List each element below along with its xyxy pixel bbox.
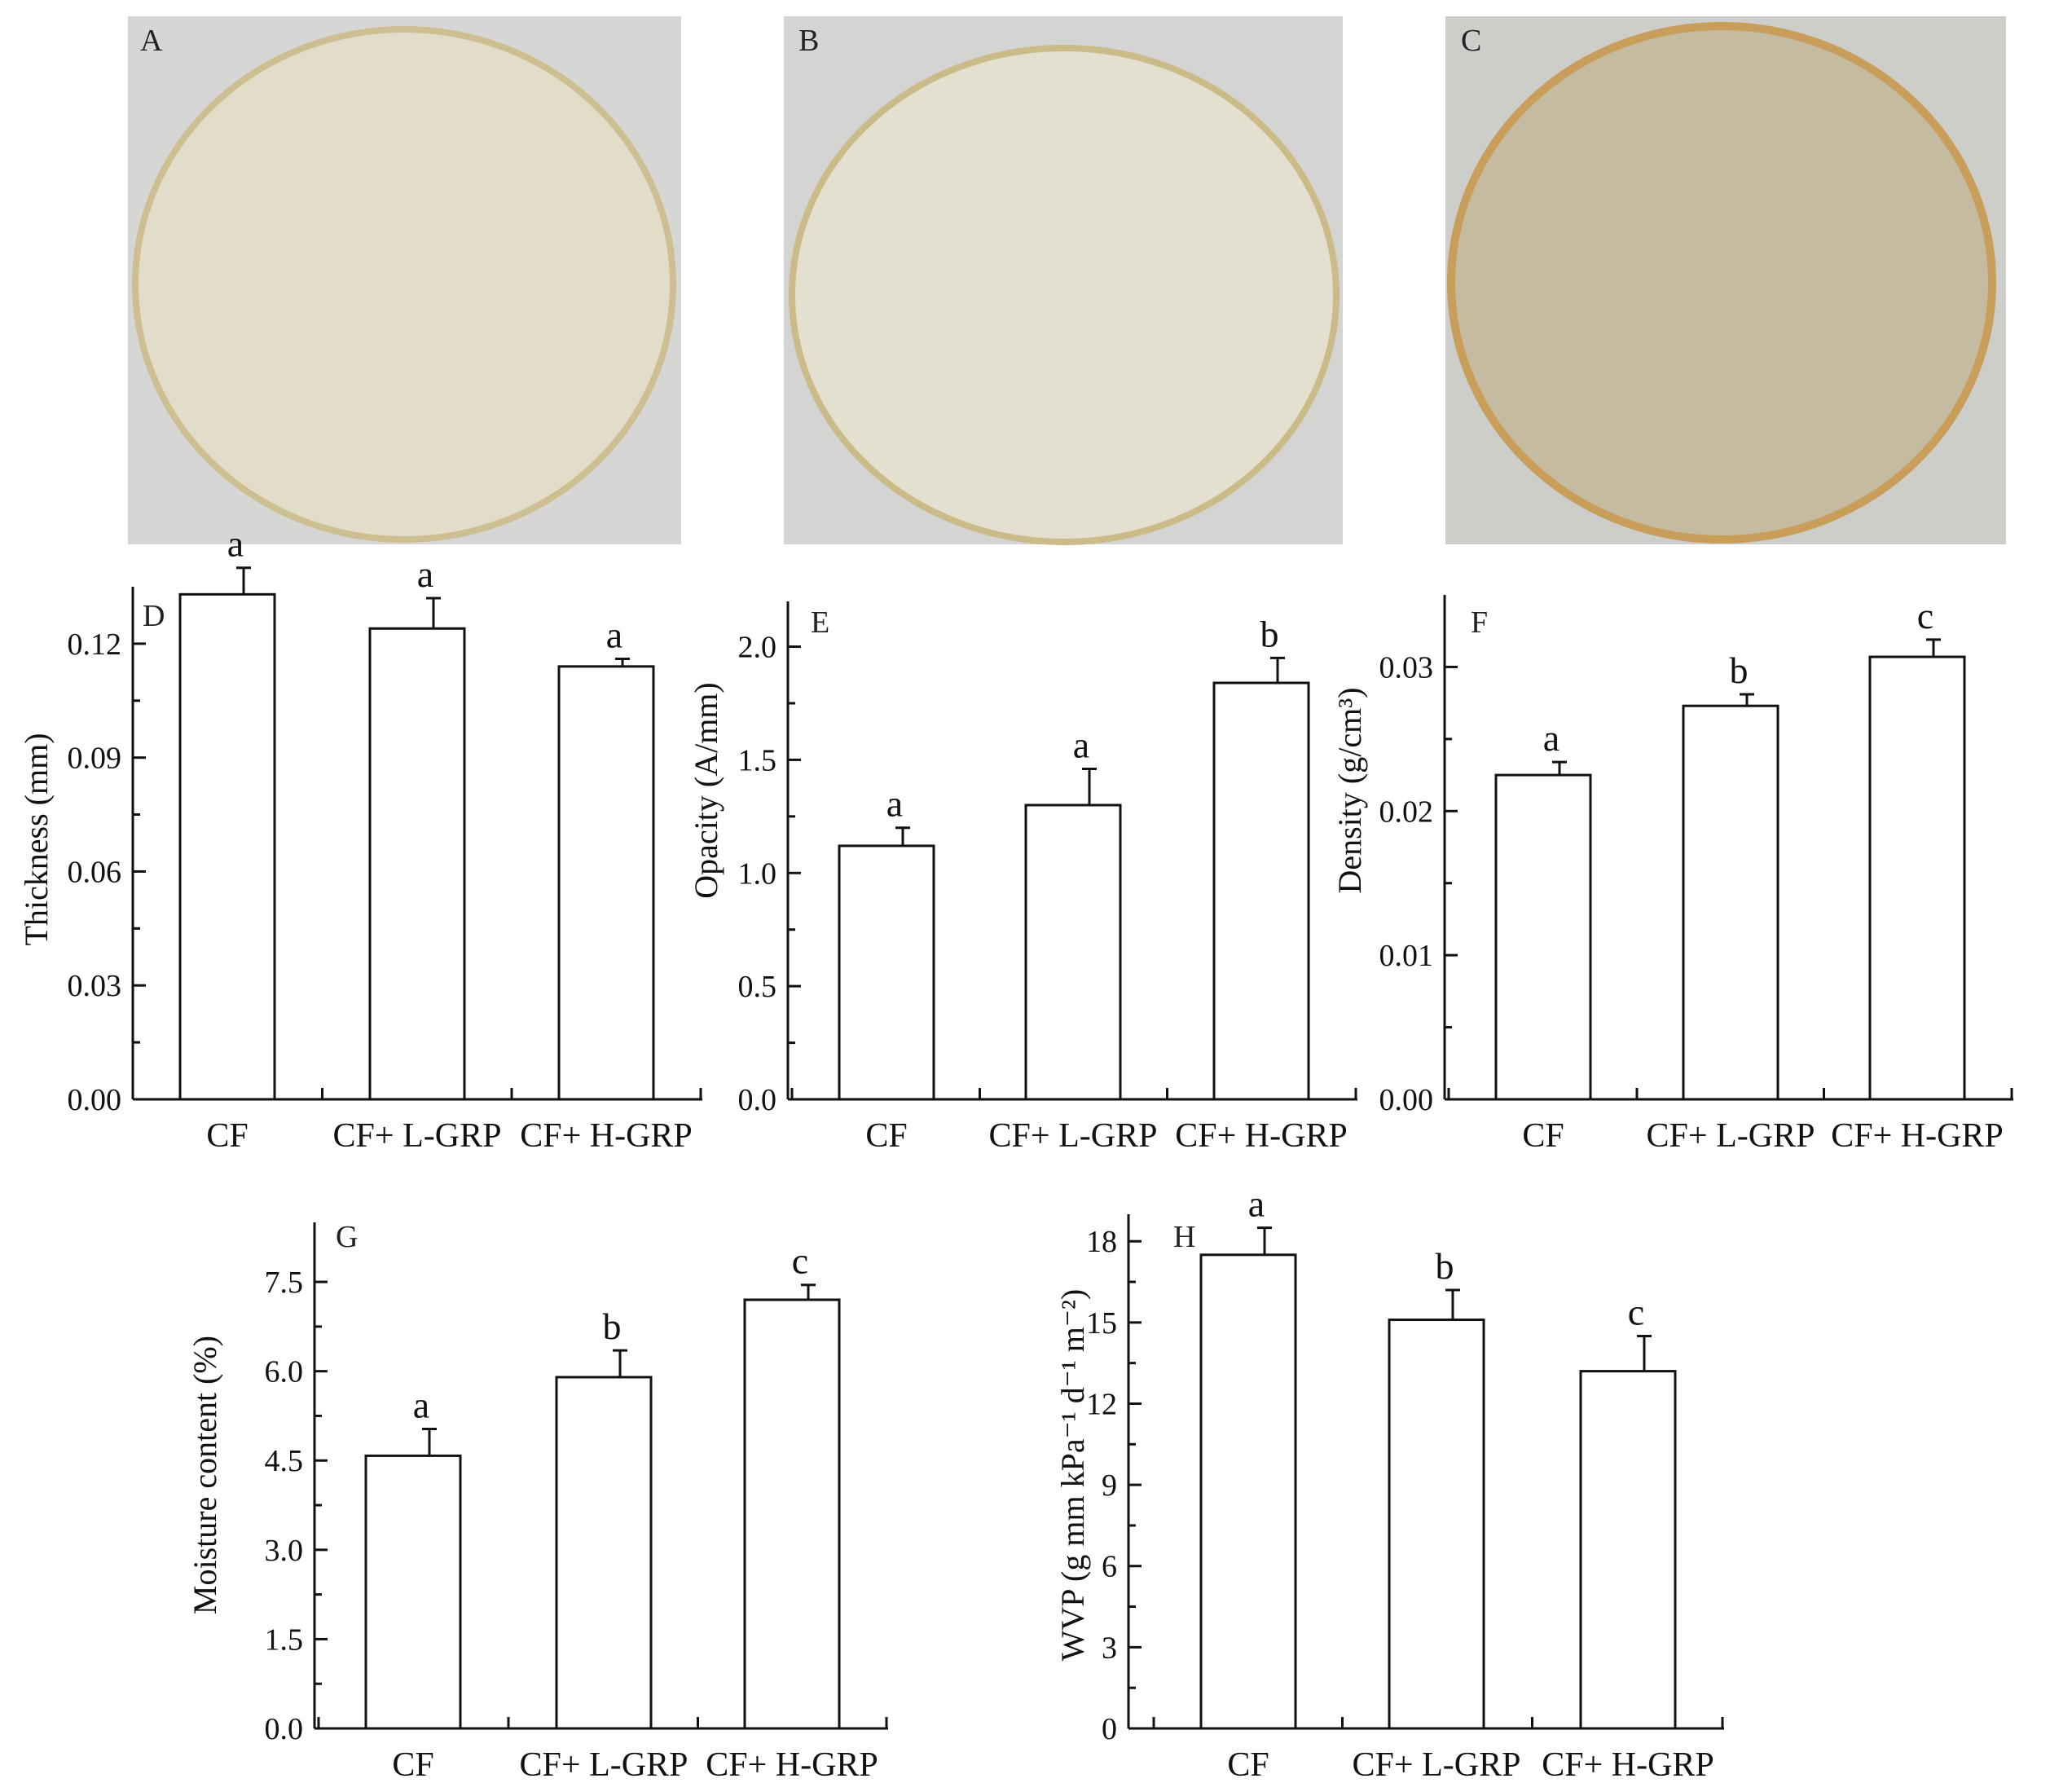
y-tick-label: 0.0 <box>265 1712 304 1746</box>
category-label: CF <box>206 1117 248 1155</box>
photo-panel-b: B <box>784 16 1343 545</box>
y-tick-label: 18 <box>1086 1225 1117 1259</box>
y-tick-label: 0.5 <box>738 970 777 1004</box>
y-axis-title: Density (g/cm³) <box>1331 687 1368 893</box>
category-label: CF+ L-GRP <box>520 1746 688 1784</box>
bar <box>1868 655 1966 1101</box>
y-tick-label: 0 <box>1102 1712 1117 1746</box>
category-label: CF <box>1522 1117 1564 1155</box>
y-tick-label: 0.00 <box>68 1083 122 1117</box>
y-tick-label: 3.0 <box>265 1534 304 1568</box>
y-tick-label: 6.0 <box>265 1355 304 1389</box>
y-tick-label: 0.09 <box>68 742 122 776</box>
significance-letter: a <box>606 614 622 656</box>
y-tick-label: 9 <box>1102 1468 1117 1503</box>
significance-letter: a <box>1543 717 1559 759</box>
significance-letter: b <box>1436 1245 1454 1287</box>
panel-letter: G <box>336 1220 358 1254</box>
bar <box>557 665 655 1101</box>
category-label: CF+ H-GRP <box>1542 1746 1714 1784</box>
significance-letter: a <box>1248 1183 1265 1225</box>
bar <box>1494 773 1592 1101</box>
photo-c-label: C <box>1461 24 1481 58</box>
y-tick-label: 0.03 <box>1379 650 1434 685</box>
panel-letter: D <box>143 599 165 633</box>
significance-letter: b <box>1260 613 1279 654</box>
y-axis-title: Opacity (A/mm) <box>688 682 724 899</box>
y-tick-label: 3 <box>1102 1631 1117 1665</box>
y-tick-label: 1.5 <box>265 1622 304 1657</box>
category-label: CF+ L-GRP <box>1647 1117 1815 1155</box>
y-tick-label: 0.03 <box>68 969 122 1003</box>
category-label: CF <box>865 1117 907 1155</box>
bar <box>1024 804 1122 1101</box>
bar <box>368 627 466 1101</box>
chart-panel-h: H 0 3 6 9 12 15 18 a CF b CF+ L-GRP c CF+ H-GRP WVP (g… <box>1054 1183 1724 1784</box>
bar <box>1682 704 1779 1101</box>
photo-b-label: B <box>798 24 819 58</box>
y-tick-label: 7.5 <box>265 1266 304 1300</box>
y-axis-title: Moisture content (%) <box>187 1336 223 1614</box>
bar <box>1388 1319 1485 1730</box>
y-axis-title: WVP (g mm kPa⁻¹ d⁻¹ m⁻²) <box>1054 1289 1091 1662</box>
bar <box>743 1298 841 1730</box>
y-tick-label: 0.01 <box>1379 939 1434 973</box>
category-label: CF+ L-GRP <box>333 1117 502 1155</box>
y-tick-label: 0.06 <box>68 855 122 889</box>
category-label: CF+ H-GRP <box>520 1117 693 1155</box>
y-tick-label: 0.0 <box>738 1083 777 1117</box>
significance-letter: a <box>886 783 903 825</box>
chart-panel-f: F 0.00 0.01 0.02 0.03 a CF b CF+ L-GRP c CF+ H-GRP… <box>1331 595 2013 1155</box>
category-label: CF+ L-GRP <box>1353 1746 1521 1784</box>
category-label: CF+ H-GRP <box>706 1746 878 1784</box>
y-tick-label: 1.0 <box>738 856 777 891</box>
significance-letter: b <box>603 1305 622 1347</box>
category-label: CF <box>1227 1746 1269 1784</box>
panel-letter: E <box>811 605 829 640</box>
photo-a-label: A <box>140 24 163 58</box>
significance-letter: c <box>1917 595 1933 636</box>
category-label: CF+ H-GRP <box>1175 1117 1348 1155</box>
panel-letter: H <box>1173 1220 1195 1254</box>
significance-letter: c <box>792 1240 808 1282</box>
y-tick-label: 0.00 <box>1379 1083 1434 1117</box>
bar <box>364 1454 462 1730</box>
y-tick-label: 6 <box>1102 1550 1117 1584</box>
bar <box>1212 681 1310 1101</box>
y-tick-label: 0.02 <box>1379 795 1434 829</box>
bar <box>1199 1253 1297 1730</box>
y-tick-label: 15 <box>1086 1306 1117 1341</box>
y-tick-label: 1.5 <box>738 743 777 777</box>
y-axis-title: Thickness (mm) <box>18 733 55 945</box>
category-label: CF <box>392 1746 433 1784</box>
significance-letter: b <box>1730 649 1749 691</box>
chart-panel-e: E 0.0 0.5 1.0 1.5 2.0 a CF a CF+ L-GRP b CF+ H-GRP O… <box>688 601 1357 1155</box>
film-disc-c <box>1447 22 1996 544</box>
chart-panel-d: D 0.00 0.03 0.06 0.09 0.12 a CF a CF+ L-GRP a CF+ H… <box>18 523 702 1155</box>
significance-letter: a <box>227 523 244 565</box>
category-label: CF+ H-GRP <box>1831 1117 2004 1155</box>
category-label: CF+ L-GRP <box>989 1117 1158 1155</box>
bar <box>555 1376 653 1730</box>
photo-panel-a: A <box>128 16 681 544</box>
chart-panel-g: G 0.0 1.5 3.0 4.5 6.0 7.5 a CF b CF+ L-GRP c CF+ H-G… <box>187 1220 888 1784</box>
photo-panel-c: C <box>1445 16 2006 544</box>
y-tick-label: 4.5 <box>265 1444 304 1478</box>
bar <box>1579 1370 1677 1730</box>
significance-letter: c <box>1628 1291 1644 1332</box>
bar <box>178 592 276 1101</box>
y-tick-label: 0.12 <box>68 627 122 662</box>
y-tick-label: 12 <box>1086 1387 1117 1421</box>
significance-letter: a <box>417 553 433 595</box>
significance-letter: a <box>413 1385 429 1426</box>
significance-letter: a <box>1073 724 1089 766</box>
film-disc-b <box>789 45 1340 545</box>
y-tick-label: 2.0 <box>738 631 777 665</box>
panel-letter: F <box>1471 605 1488 640</box>
bar <box>838 844 935 1101</box>
film-disc-a <box>132 26 676 543</box>
